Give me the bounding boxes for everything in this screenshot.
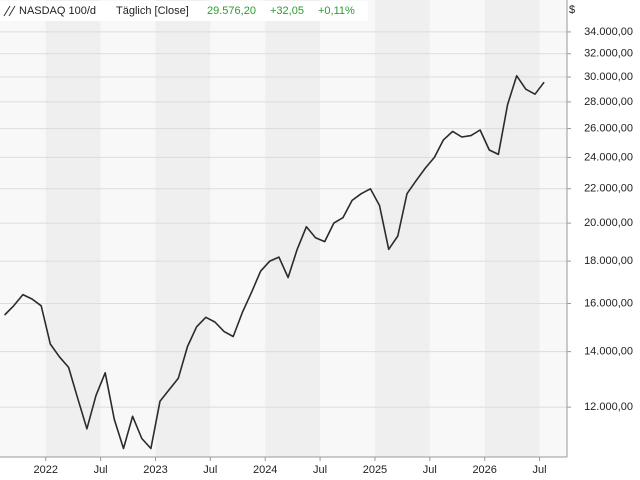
band xyxy=(429,0,485,457)
change-pct: +0,11% xyxy=(318,5,355,17)
y-tick-label: 12.000,00 xyxy=(584,401,633,413)
band xyxy=(210,0,266,457)
y-tick-label: 26.000,00 xyxy=(584,122,633,134)
x-tick-label: Jul xyxy=(423,464,437,476)
band xyxy=(265,0,321,457)
y-tick-label: 32.000,00 xyxy=(584,48,633,60)
band xyxy=(539,0,567,457)
price-line xyxy=(4,75,545,450)
header-box xyxy=(0,1,368,21)
band xyxy=(484,0,540,457)
y-tick-label: 18.000,00 xyxy=(584,255,633,267)
band xyxy=(155,0,211,457)
y-tick-label: 14.000,00 xyxy=(584,346,633,358)
x-tick-label: Jul xyxy=(203,464,217,476)
y-tick-label: 20.000,00 xyxy=(584,217,633,229)
y-tick-label: 16.000,00 xyxy=(584,297,633,309)
band xyxy=(320,0,375,457)
x-tick-label: Jul xyxy=(533,464,547,476)
plot xyxy=(4,75,545,450)
grid xyxy=(0,31,571,461)
y-tick-label: 22.000,00 xyxy=(584,183,633,195)
last-value: 29.576,20 xyxy=(207,5,256,17)
y-tick-label: 34.000,00 xyxy=(584,26,633,38)
x-tick-label: Jul xyxy=(313,464,327,476)
y-tick-label: 24.000,00 xyxy=(584,151,633,163)
x-tick-label: 2022 xyxy=(33,464,57,476)
x-tick-label: 2026 xyxy=(472,464,496,476)
y-tick-label: 28.000,00 xyxy=(584,96,633,108)
x-tick-label: Jul xyxy=(94,464,108,476)
chart-icon xyxy=(3,5,16,17)
bands xyxy=(0,0,567,457)
y-unit: $ xyxy=(569,4,575,16)
x-tick-label: 2024 xyxy=(253,464,277,476)
chart-title: NASDAQ 100/d xyxy=(19,5,96,17)
chart-subtitle: Täglich [Close] xyxy=(116,5,189,17)
band xyxy=(100,0,156,457)
band xyxy=(45,0,101,457)
y-tick-label: 30.000,00 xyxy=(584,71,633,83)
change: +32,05 xyxy=(270,5,304,17)
x-tick-label: 2023 xyxy=(143,464,167,476)
x-tick-label: 2025 xyxy=(363,464,387,476)
band xyxy=(374,0,430,457)
band xyxy=(0,0,46,457)
